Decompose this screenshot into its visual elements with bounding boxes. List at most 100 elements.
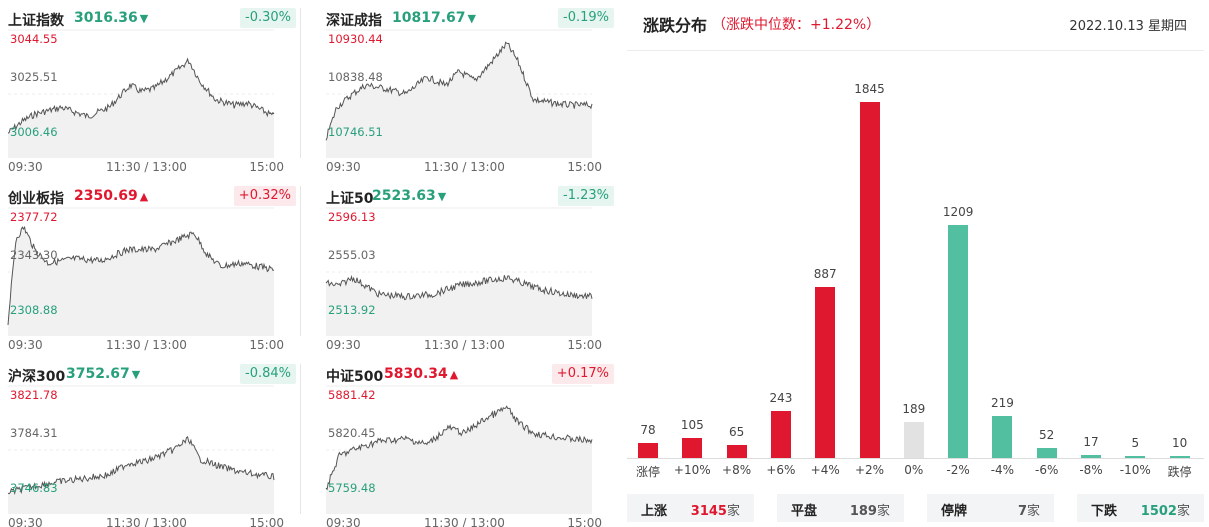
index-price: 3016.36 ▼ bbox=[74, 10, 149, 26]
index-low-label: 3746.83 bbox=[10, 481, 58, 495]
bar-category-label: -6% bbox=[1035, 463, 1059, 477]
bar-category-label: 0% bbox=[904, 463, 924, 477]
arrow-down-icon: ▼ bbox=[437, 190, 447, 203]
distribution-bar[interactable] bbox=[948, 224, 969, 458]
arrow-up-icon: ▲ bbox=[139, 190, 149, 203]
bar-category-label: -4% bbox=[990, 463, 1015, 477]
time-label-open: 09:30 bbox=[8, 160, 43, 174]
index-panel[interactable]: 上证50 2523.63 ▼ -1.23% 2596.13 2555.03 2513.92 0… bbox=[325, 186, 614, 358]
index-name: 创业板指 bbox=[8, 191, 64, 207]
distribution-bar[interactable] bbox=[1125, 456, 1146, 458]
index-sparkline bbox=[7, 207, 275, 336]
index-panel[interactable]: 深证成指 10817.67 ▼ -0.19% 10930.44 10838.48 10746… bbox=[325, 8, 614, 180]
index-price: 2523.63 ▼ bbox=[372, 188, 447, 204]
time-label-open: 09:30 bbox=[326, 516, 361, 527]
sparkline-area bbox=[326, 275, 592, 336]
index-change-badge: -1.23% bbox=[558, 186, 614, 206]
summary-label: 上涨 bbox=[641, 504, 668, 519]
time-label-close: 15:00 bbox=[567, 516, 602, 527]
index-mid-label: 2555.03 bbox=[328, 248, 376, 262]
sparkline-area bbox=[326, 406, 592, 514]
distribution-bar[interactable] bbox=[992, 415, 1013, 458]
distribution-bar[interactable] bbox=[638, 442, 658, 458]
summary-label: 下跌 bbox=[1091, 504, 1118, 519]
bar-category-label: +4% bbox=[810, 463, 840, 477]
index-high-label: 5881.42 bbox=[328, 388, 376, 402]
index-panel[interactable]: 上证指数 3016.36 ▼ -0.30% 3044.55 3025.51 3006.46 0… bbox=[7, 8, 296, 180]
panel-divider bbox=[300, 364, 301, 514]
sparkline-line bbox=[325, 41, 593, 141]
sparkline-line bbox=[325, 405, 593, 491]
bar-value-label: 65 bbox=[728, 425, 745, 440]
time-label-close: 15:00 bbox=[249, 338, 284, 352]
index-header: 上证50 2523.63 ▼ -1.23% bbox=[326, 186, 614, 208]
distribution-bar[interactable] bbox=[682, 437, 703, 458]
bar-category-label: 跌停 bbox=[1167, 465, 1192, 479]
time-label-midday: 11:30 / 13:00 bbox=[424, 160, 505, 174]
distribution-bar[interactable] bbox=[859, 102, 880, 458]
sparkline-line bbox=[325, 274, 593, 301]
index-mid-label: 10838.48 bbox=[328, 70, 383, 84]
summary-value: 7家 bbox=[1017, 504, 1040, 519]
bar-value-label: 105 bbox=[680, 417, 704, 432]
arrow-down-icon: ▼ bbox=[467, 12, 476, 25]
bar-category-label: +2% bbox=[854, 463, 885, 477]
arrow-down-icon: ▼ bbox=[139, 12, 149, 25]
index-price: 10817.67 ▼ bbox=[392, 10, 476, 26]
index-low-label: 2513.92 bbox=[328, 303, 376, 317]
bar-value-label: 78 bbox=[640, 422, 656, 437]
distribution-bar[interactable] bbox=[1169, 456, 1190, 458]
distribution-chart: 78 涨停 105 +10% 65 +8% 243 +6% 887 +4% 1845 +2% 189 0%… bbox=[620, 60, 1200, 485]
sparkline-line bbox=[7, 225, 275, 326]
bar-value-label: 243 bbox=[769, 391, 793, 406]
index-change-badge: +0.32% bbox=[233, 186, 296, 206]
index-panel[interactable]: 中证500 5830.34 ▲ +0.17% 5881.42 5820.45 5759.48… bbox=[325, 364, 614, 527]
index-header: 创业板指 2350.69 ▲ +0.32% bbox=[8, 186, 296, 208]
summary-suspended: 停牌 7家 bbox=[927, 494, 1054, 522]
bar-value-label: 887 bbox=[813, 266, 837, 281]
bar-value-label: 17 bbox=[1083, 434, 1099, 449]
index-low-label: 10746.51 bbox=[328, 125, 383, 139]
distribution-bar[interactable] bbox=[1081, 454, 1101, 458]
panel-divider bbox=[300, 8, 301, 158]
index-mid-label: 3025.51 bbox=[10, 70, 58, 84]
time-label-midday: 11:30 / 13:00 bbox=[106, 338, 187, 352]
index-sparkline bbox=[7, 29, 275, 158]
distribution-bar[interactable] bbox=[815, 286, 836, 458]
index-name: 深证成指 bbox=[326, 13, 382, 29]
time-label-midday: 11:30 / 13:00 bbox=[106, 160, 187, 174]
distribution-date: 2022.10.13 星期四 bbox=[1069, 19, 1187, 34]
bar-category-label: +8% bbox=[722, 463, 752, 477]
index-low-label: 3006.46 bbox=[10, 125, 58, 139]
time-label-midday: 11:30 / 13:00 bbox=[106, 516, 187, 527]
summary-flat: 平盘 189家 bbox=[777, 494, 904, 522]
distribution-median: （涨跌中位数：+1.22%） bbox=[712, 17, 881, 33]
chart-baseline bbox=[627, 458, 1204, 459]
arrow-down-icon: ▼ bbox=[131, 368, 141, 381]
index-header: 上证指数 3016.36 ▼ -0.30% bbox=[8, 8, 296, 30]
bar-value-label: 10 bbox=[1171, 436, 1188, 450]
time-label-close: 15:00 bbox=[249, 160, 284, 174]
summary-bar: 上涨 3145家 平盘 189家 停牌 7家 下跌 1502家 bbox=[627, 494, 1204, 522]
panel-divider bbox=[300, 186, 301, 336]
index-panel[interactable]: 创业板指 2350.69 ▲ +0.32% 2377.72 2343.30 2308.88 0… bbox=[7, 186, 296, 358]
sparkline-area bbox=[8, 59, 274, 158]
index-mid-label: 3784.31 bbox=[10, 426, 58, 440]
index-high-label: 3821.78 bbox=[10, 388, 58, 402]
distribution-bar[interactable] bbox=[770, 411, 791, 458]
bar-value-label: 219 bbox=[990, 395, 1014, 410]
bar-value-label: 52 bbox=[1039, 427, 1055, 442]
distribution-bar[interactable] bbox=[1036, 447, 1057, 458]
distribution-bar[interactable] bbox=[726, 445, 747, 458]
index-sparkline bbox=[325, 385, 593, 514]
distribution-bar[interactable] bbox=[903, 421, 924, 458]
index-panel[interactable]: 沪深300 3752.67 ▼ -0.84% 3821.78 3784.31 3746.83… bbox=[7, 364, 296, 527]
index-mid-label: 2343.30 bbox=[10, 248, 58, 262]
index-sparkline bbox=[325, 207, 593, 336]
time-label-open: 09:30 bbox=[326, 338, 361, 352]
index-low-label: 5759.48 bbox=[328, 481, 376, 495]
summary-label: 平盘 bbox=[791, 504, 818, 519]
time-label-close: 15:00 bbox=[249, 516, 284, 527]
bar-category-label: 涨停 bbox=[635, 465, 660, 479]
index-header: 中证500 5830.34 ▲ +0.17% bbox=[326, 364, 614, 386]
